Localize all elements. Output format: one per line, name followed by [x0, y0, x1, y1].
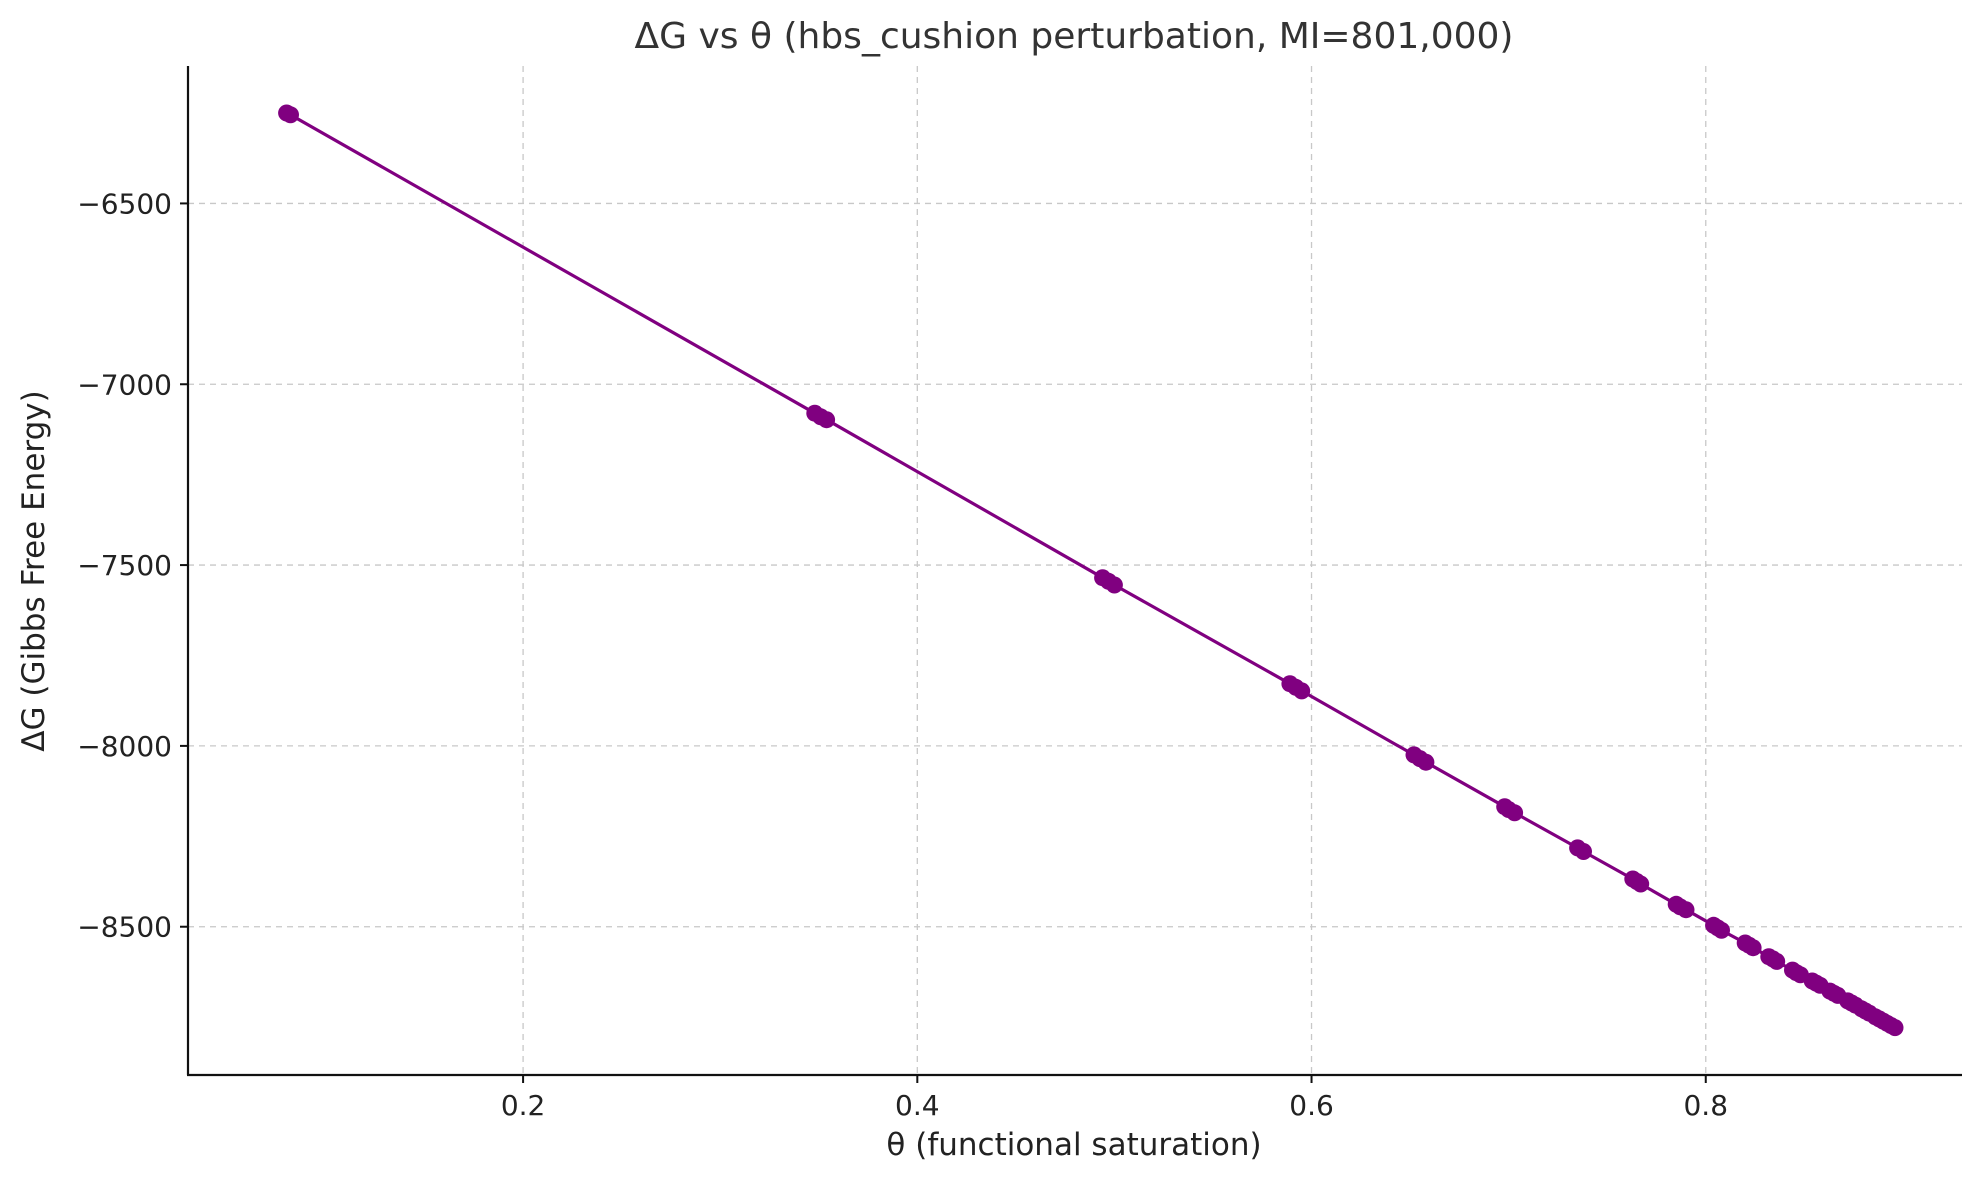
y-tick-label: −8000 — [77, 730, 172, 763]
series-line — [285, 111, 1896, 1030]
x-axis-label: θ (functional saturation) — [886, 1127, 1261, 1163]
data-point — [1886, 1019, 1904, 1037]
y-axis-label: ΔG (Gibbs Free Energy) — [16, 390, 52, 751]
x-tick-label: 0.6 — [1289, 1089, 1334, 1122]
data-point — [1293, 682, 1311, 700]
data-point — [1105, 576, 1123, 594]
x-tick-label: 0.4 — [895, 1089, 940, 1122]
data-point — [1744, 939, 1762, 957]
y-tick-label: −6500 — [77, 187, 172, 220]
data-point — [1677, 901, 1695, 919]
grid — [188, 66, 1962, 1075]
chart-title: ΔG vs θ (hbs_cushion perturbation, MI=80… — [635, 16, 1514, 57]
data-point — [1575, 843, 1592, 860]
series-group — [278, 104, 1904, 1037]
data-point — [818, 411, 836, 429]
x-tick-label: 0.8 — [1683, 1089, 1728, 1122]
y-tick-label: −7500 — [77, 549, 172, 582]
axes — [186, 66, 1962, 1077]
y-tick-label: −8500 — [77, 911, 172, 944]
ticks: 0.2 0.4 0.6 0.8 −6500 −7000 −7500 −8000 −8500 — [77, 187, 1728, 1122]
data-point — [1506, 804, 1524, 822]
data-point — [1713, 921, 1730, 939]
y-tick-label: −7000 — [77, 368, 172, 401]
data-point — [1768, 952, 1786, 970]
data-point — [1632, 875, 1650, 893]
data-point — [1417, 753, 1435, 771]
data-point — [282, 106, 299, 124]
x-tick-label: 0.2 — [501, 1089, 546, 1122]
